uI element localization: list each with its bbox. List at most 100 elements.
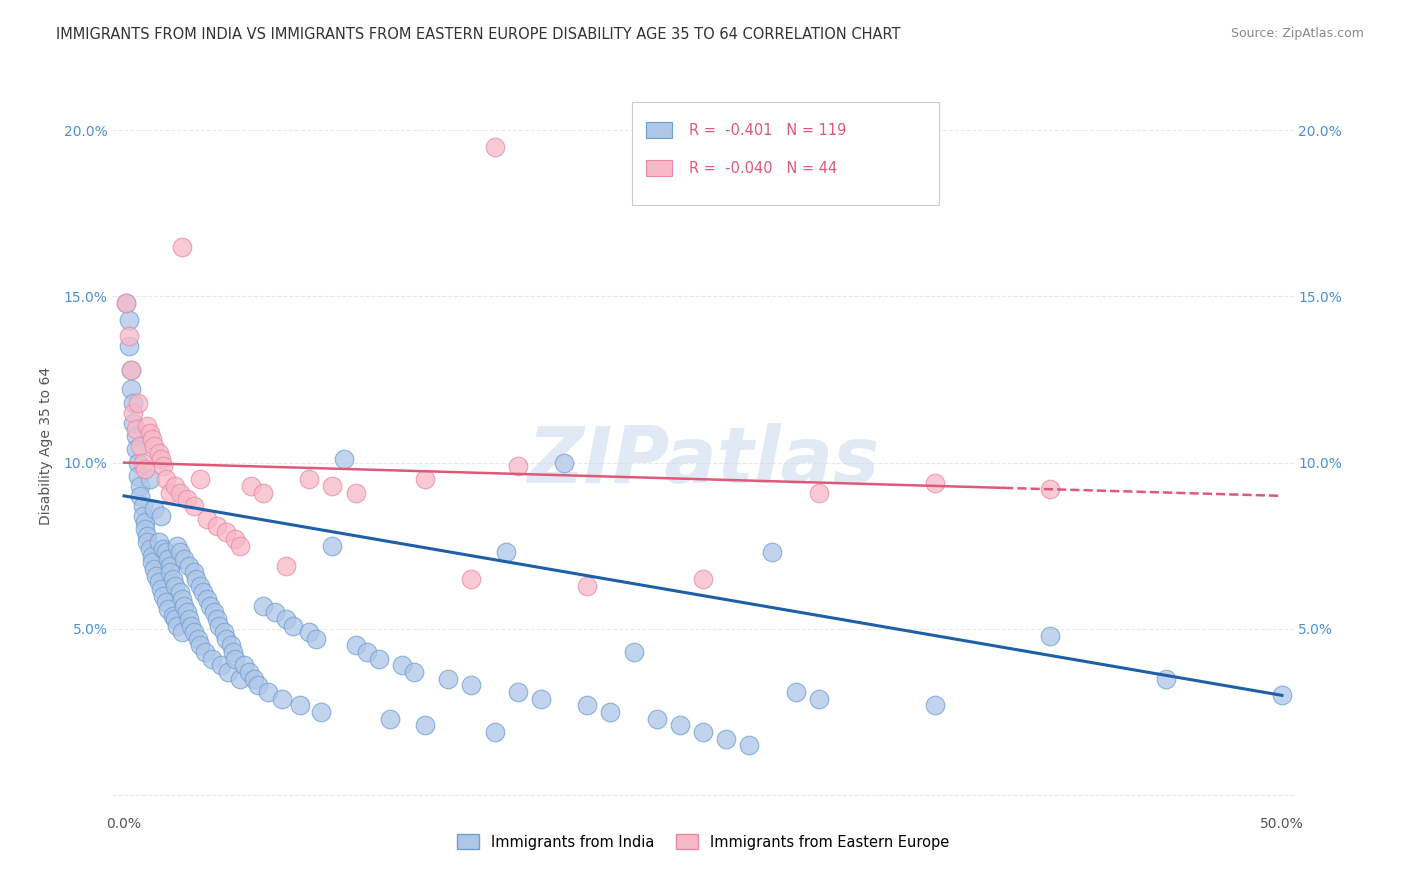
Point [224, 652, 246, 666]
Point [309, 705, 332, 719]
Point [122, 406, 145, 420]
Text: R =  -0.040   N = 44: R = -0.040 N = 44 [689, 161, 837, 176]
Point [645, 712, 668, 726]
FancyBboxPatch shape [633, 103, 939, 204]
Point [115, 296, 138, 310]
Point [170, 239, 193, 253]
Point [118, 312, 141, 326]
Point [152, 589, 174, 603]
Point [197, 591, 219, 606]
Point [506, 458, 529, 473]
Point [150, 452, 173, 467]
Point [215, 525, 238, 540]
Point [242, 672, 264, 686]
Point [118, 339, 141, 353]
Point [120, 383, 142, 397]
Point [224, 532, 246, 546]
Point [136, 529, 159, 543]
Point [197, 512, 219, 526]
Point [333, 452, 356, 467]
Point [155, 472, 177, 486]
Point [924, 698, 946, 713]
Point [145, 568, 167, 582]
Point [194, 645, 217, 659]
Point [120, 362, 142, 376]
Point [163, 612, 186, 626]
Point [184, 572, 207, 586]
Point [166, 618, 188, 632]
Point [152, 458, 174, 473]
Point [148, 445, 170, 459]
Point [212, 625, 235, 640]
Point [484, 140, 506, 154]
Point [201, 652, 224, 666]
Text: IMMIGRANTS FROM INDIA VS IMMIGRANTS FROM EASTERN EUROPE DISABILITY AGE 35 TO 64 : IMMIGRANTS FROM INDIA VS IMMIGRANTS FROM… [56, 27, 901, 42]
Point [761, 545, 783, 559]
Point [176, 605, 198, 619]
Point [162, 572, 184, 586]
Point [807, 691, 830, 706]
Point [240, 479, 263, 493]
Point [807, 485, 830, 500]
Point [270, 691, 292, 706]
Point [131, 499, 153, 513]
Point [256, 685, 278, 699]
Point [159, 558, 181, 573]
Point [190, 579, 212, 593]
Point [138, 472, 160, 486]
Point [152, 542, 174, 557]
Point [692, 725, 714, 739]
Point [553, 456, 575, 470]
Point [238, 665, 260, 679]
Point [367, 652, 389, 666]
Point [738, 738, 761, 752]
Point [173, 599, 195, 613]
Point [1039, 628, 1062, 642]
Point [138, 425, 160, 440]
Point [138, 542, 160, 557]
Point [576, 579, 599, 593]
Point [233, 658, 256, 673]
Point [1271, 689, 1294, 703]
Point [124, 442, 146, 457]
Point [1154, 672, 1177, 686]
Point [124, 429, 146, 443]
Point [148, 575, 170, 590]
Point [344, 485, 367, 500]
Point [136, 419, 159, 434]
Point [247, 678, 270, 692]
Point [530, 691, 553, 706]
Point [215, 632, 238, 646]
Point [136, 535, 159, 549]
Point [703, 156, 725, 170]
Point [190, 472, 212, 486]
FancyBboxPatch shape [647, 160, 672, 176]
Point [785, 685, 807, 699]
Point [173, 552, 195, 566]
Point [276, 612, 298, 626]
Point [298, 472, 321, 486]
Point [506, 685, 529, 699]
Point [134, 522, 156, 536]
Point [170, 625, 193, 640]
Point [150, 582, 173, 596]
Point [134, 516, 156, 530]
Point [127, 396, 149, 410]
Point [157, 552, 180, 566]
Point [127, 456, 149, 470]
Text: R =  -0.401   N = 119: R = -0.401 N = 119 [689, 122, 846, 137]
Point [669, 718, 692, 732]
Point [413, 718, 436, 732]
Point [162, 608, 184, 623]
Point [344, 639, 367, 653]
Point [460, 678, 482, 692]
Point [169, 485, 191, 500]
Point [321, 539, 343, 553]
Point [176, 492, 198, 507]
Point [129, 479, 152, 493]
Point [460, 572, 482, 586]
Point [219, 639, 242, 653]
Point [129, 489, 152, 503]
Point [288, 698, 311, 713]
Point [391, 658, 413, 673]
